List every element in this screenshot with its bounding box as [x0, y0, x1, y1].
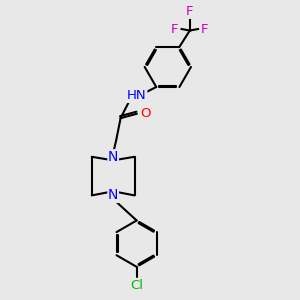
- Text: Cl: Cl: [130, 279, 143, 292]
- Text: N: N: [108, 188, 119, 203]
- Text: O: O: [140, 107, 150, 120]
- Text: F: F: [201, 22, 208, 35]
- Text: HN: HN: [127, 89, 147, 102]
- Text: N: N: [108, 150, 119, 164]
- Text: F: F: [171, 22, 178, 35]
- Text: F: F: [186, 5, 194, 18]
